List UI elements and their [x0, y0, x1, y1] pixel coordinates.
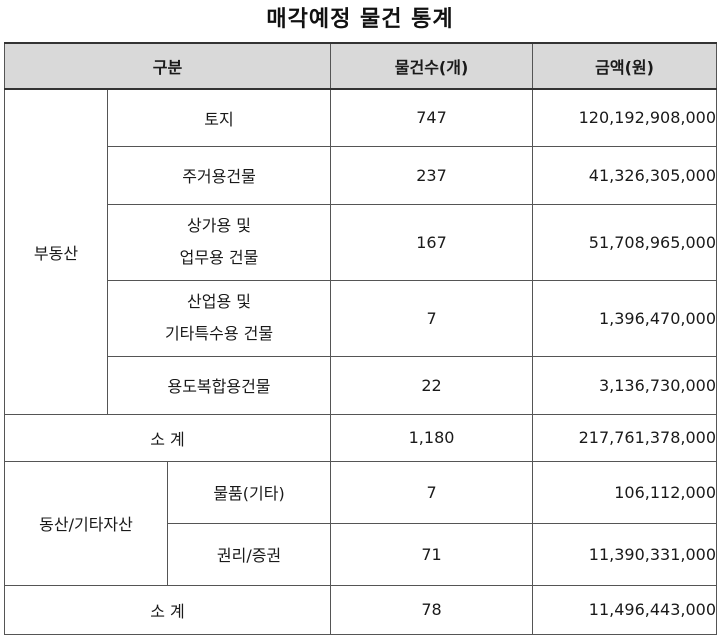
row-amount: 120,192,908,000 [532, 88, 718, 147]
row-label: 권리/증권 [166, 522, 332, 586]
subtotal-amount: 217,761,378,000 [532, 413, 718, 462]
header-amount: 금액(원) [532, 42, 718, 90]
row-count: 237 [330, 145, 534, 205]
page-title: 매각예정 물건 통계 [266, 7, 454, 32]
row-label-line: 기타특수용 건물 [164, 324, 274, 343]
table-row: 상가용 및 업무용 건물 167 51,708,965,000 [5, 203, 718, 281]
subtotal-label: 소 계 [3, 413, 332, 462]
subtotal-row: 소 계 78 11,496,443,000 [3, 584, 718, 635]
row-amount: 1,396,470,000 [532, 279, 718, 357]
table-row: 용도복합용건물 22 3,136,730,000 [5, 355, 718, 415]
row-amount: 41,326,305,000 [532, 145, 718, 205]
row-label: 산업용 및 기타특수용 건물 [106, 279, 332, 357]
subtotal-count: 1,180 [330, 413, 534, 462]
group-label-real-estate: 부동산 [4, 88, 108, 415]
subtotal-amount: 11,496,443,000 [532, 584, 718, 635]
subtotal-count: 78 [330, 584, 534, 635]
row-label-line: 업무용 건물 [179, 248, 259, 267]
table-row: 주거용건물 237 41,326,305,000 [5, 145, 718, 205]
subtotal-label: 소 계 [3, 584, 332, 635]
subtotal-row: 소 계 1,180 217,761,378,000 [3, 413, 718, 462]
table-row: 권리/증권 71 11,390,331,000 [5, 522, 718, 586]
row-count: 71 [330, 522, 534, 586]
row-amount: 106,112,000 [532, 460, 718, 524]
group-label-movables: 동산/기타자산 [4, 460, 168, 586]
row-label: 용도복합용건물 [106, 355, 332, 415]
row-count: 7 [330, 460, 534, 524]
row-label-line: 산업용 및 [187, 292, 251, 311]
row-count: 7 [330, 279, 534, 357]
header-category: 구분 [3, 42, 332, 90]
row-amount: 11,390,331,000 [532, 522, 718, 586]
row-amount: 51,708,965,000 [532, 203, 718, 281]
row-count: 22 [330, 355, 534, 415]
row-count: 167 [330, 203, 534, 281]
header-row: 구분 물건수(개) 금액(원) [3, 42, 718, 90]
row-count: 747 [330, 88, 534, 147]
row-label: 상가용 및 업무용 건물 [106, 203, 332, 281]
row-label: 물품(기타) [166, 460, 332, 524]
table-row: 부동산 토지 747 120,192,908,000 [4, 88, 718, 415]
table-row: 산업용 및 기타특수용 건물 7 1,396,470,000 [5, 279, 718, 357]
row-label-line: 상가용 및 [187, 216, 251, 235]
header-count: 물건수(개) [330, 42, 534, 90]
row-label: 주거용건물 [106, 145, 332, 205]
table-row: 동산/기타자산 물품(기타) 7 106,112,000 [4, 460, 718, 586]
row-label: 토지 [106, 88, 332, 147]
statistics-table: 구분 물건수(개) 금액(원) 부동산 토지 747 120,192,908,0… [3, 42, 718, 635]
row-amount: 3,136,730,000 [532, 355, 718, 415]
